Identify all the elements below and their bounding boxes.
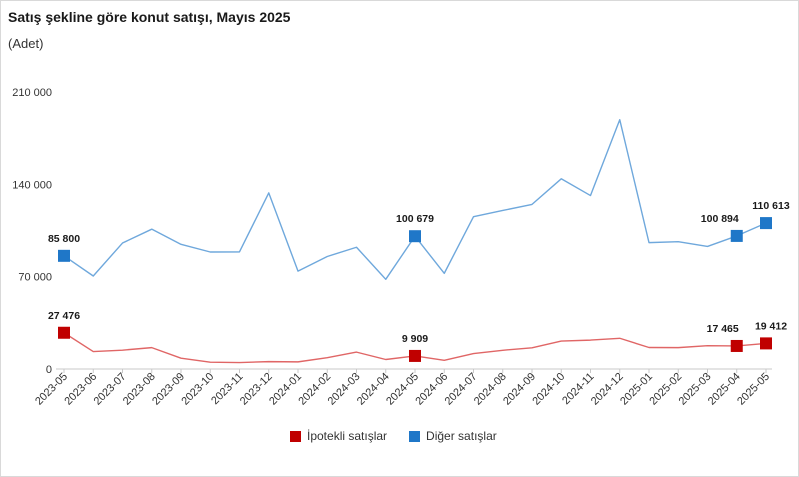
legend-item-mortgage[interactable]: İpotekli satışlar: [290, 429, 387, 443]
data-marker-0[interactable]: [409, 349, 421, 362]
legend-label-other: Diğer satışlar: [426, 429, 497, 443]
data-marker-1[interactable]: [730, 229, 743, 242]
data-marker-0[interactable]: [730, 339, 743, 352]
x-tick-label: 2024-10: [530, 371, 567, 408]
legend-item-other[interactable]: Diğer satışlar: [409, 429, 497, 443]
data-marker-1[interactable]: [409, 230, 421, 243]
data-label: 27 476: [48, 310, 80, 322]
series-markers: [58, 217, 772, 362]
x-tick-label: 2025-05: [735, 371, 772, 408]
y-tick-label: 210 000: [12, 87, 52, 99]
data-label: 110 613: [752, 200, 790, 212]
data-marker-0[interactable]: [760, 337, 772, 350]
chart-title: Satış şekline göre konut satışı, Mayıs 2…: [8, 9, 291, 25]
legend-swatch-other: [409, 430, 421, 442]
data-label: 85 800: [48, 233, 80, 245]
data-label: 17 465: [707, 323, 739, 335]
series-line-1: [63, 118, 767, 281]
data-marker-1[interactable]: [58, 249, 70, 262]
chart-subtitle: (Adet): [8, 36, 44, 51]
legend: İpotekli satışlar Diğer satışlar: [290, 429, 497, 443]
y-tick-label: 70 000: [18, 272, 52, 284]
y-tick-label: 0: [46, 364, 52, 376]
legend-label-mortgage: İpotekli satışlar: [307, 429, 388, 443]
x-tick-label: 2023-10: [179, 371, 216, 408]
data-marker-0[interactable]: [58, 326, 70, 339]
data-label: 19 412: [755, 320, 787, 332]
data-label: 9 909: [402, 333, 428, 345]
legend-swatch-mortgage: [290, 430, 301, 442]
y-tick-label: 140 000: [12, 179, 52, 191]
data-labels: 27 476 9 909 17 465 19 412 85 800 100 679 100 …: [48, 200, 790, 345]
data-label: 100 679: [396, 213, 434, 225]
data-marker-1[interactable]: [760, 217, 772, 230]
data-label: 100 894: [701, 213, 739, 225]
